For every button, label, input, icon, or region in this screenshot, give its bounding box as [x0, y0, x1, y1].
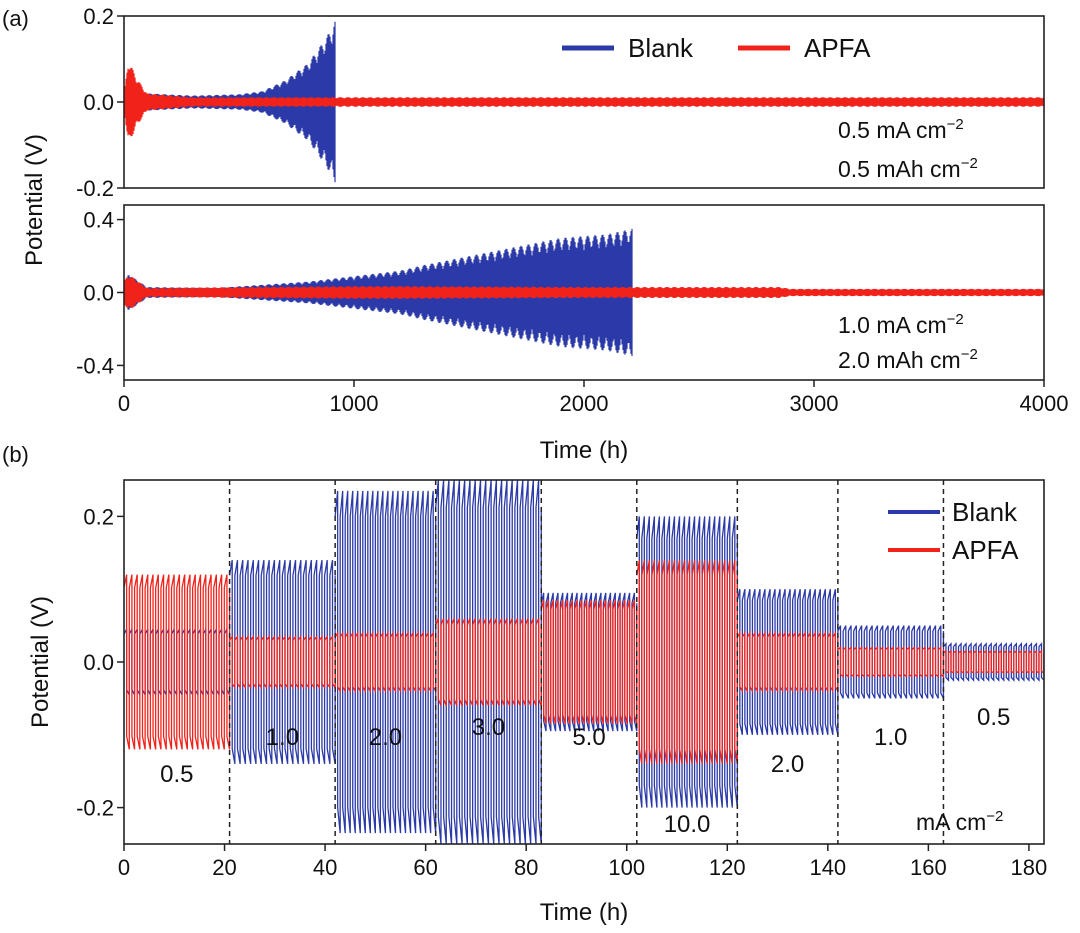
panel-a1-plot-area: [124, 21, 1044, 183]
legend-a-apfa-label: APFA: [804, 33, 871, 63]
panel-b-series-apfa: [124, 559, 1044, 765]
panel-b-xtick-label-4: 80: [514, 855, 538, 880]
panel-b-segment-label-5: 10.0: [664, 811, 711, 838]
panel-b-segment-label-2: 2.0: [369, 724, 402, 751]
panel-a2-xtick-label-2: 2000: [560, 391, 609, 416]
panel-a2-plot-area: [124, 228, 1044, 357]
panel-b-segment-labels: 0.5 1.0 2.0 3.0 5.0 10.0 2.0 1.0 0.5: [160, 704, 1010, 838]
panel-a-xlabel: Time (h): [540, 437, 628, 464]
panel-b-segment-label-0: 0.5: [160, 761, 193, 788]
panel-a1-condition-2: 0.5 mAh cm−2: [838, 155, 978, 182]
panel-b-segment-label-6: 2.0: [771, 751, 804, 778]
panel-a2-series-apfa: [124, 277, 1044, 308]
panel-a2-ytick-label-2: -0.4: [76, 353, 114, 378]
panel-a1-ticks: 0.2 0.0 -0.2: [76, 4, 124, 201]
panel-label-a: (a): [2, 6, 29, 31]
panel-a2-xtick-label-3: 3000: [790, 391, 839, 416]
panel-b-ytick-label-2: -0.2: [76, 796, 114, 821]
panel-b-xtick-label-9: 180: [1011, 855, 1048, 880]
panel-a1-legend: Blank APFA: [562, 33, 871, 63]
panel-b-xtick-label-0: 0: [118, 855, 130, 880]
panel-a2-ytick-label-1: 0.0: [83, 281, 114, 306]
panel-b-xtick-label-8: 160: [910, 855, 947, 880]
panel-a1-ytick-label-2: -0.2: [76, 176, 114, 201]
panel-a2-xtick-label-1: 1000: [330, 391, 379, 416]
panel-a-ylabel: Potential (V): [21, 134, 48, 266]
panel-a2-condition-1: 1.0 mA cm−2: [838, 311, 964, 338]
panel-a1-series-apfa: [124, 67, 1044, 137]
panel-b-legend: Blank APFA: [888, 497, 1019, 565]
panel-b-segment-label-1: 1.0: [266, 724, 299, 751]
panel-b-ytick-label-1: 0.0: [83, 650, 114, 675]
legend-b-apfa-label: APFA: [952, 535, 1019, 565]
panel-label-b: (b): [2, 442, 29, 467]
panel-b-xtick-label-3: 60: [413, 855, 437, 880]
panel-a1-condition-1: 0.5 mA cm−2: [838, 116, 964, 143]
panel-b-xtick-label-7: 140: [809, 855, 846, 880]
panel-a1-ytick-label-1: 0.0: [83, 90, 114, 115]
panel-b-xtick-label-5: 100: [608, 855, 645, 880]
panel-b-segment-label-4: 5.0: [572, 724, 605, 751]
panel-b-plot-area: [124, 480, 1044, 844]
panel-b-dividers: [228, 480, 945, 844]
panel-a2-xtick-label-0: 0: [118, 391, 130, 416]
panel-b-ticks: 0.2 0.0 -0.2 0 20 40 60 80 100 120 140 160 180: [76, 504, 1047, 880]
panel-b-segment-label-3: 3.0: [472, 714, 505, 741]
panel-a1-ytick-label-0: 0.2: [83, 4, 114, 29]
panel-b-ylabel: Potential (V): [27, 596, 54, 728]
panel-a2-ticks: 0.4 0.0 -0.40 1000 2000 3000 4000: [76, 208, 1068, 416]
panel-b-xlabel: Time (h): [540, 899, 628, 926]
panel-b-segment-label-8: 0.5: [977, 704, 1010, 731]
panel-b-xtick-label-2: 40: [313, 855, 337, 880]
legend-a-blank-label: Blank: [628, 33, 694, 63]
panel-b-xtick-label-6: 120: [709, 855, 746, 880]
panel-b-xtick-label-1: 20: [212, 855, 236, 880]
panel-b-segment-label-7: 1.0: [874, 724, 907, 751]
panel-a2-xtick-label-4: 4000: [1020, 391, 1069, 416]
panel-b-unit-label: mA cm−2: [916, 808, 1003, 835]
panel-a2-condition-2: 2.0 mAh cm−2: [838, 346, 978, 373]
panel-a2-ytick-label-0: 0.4: [83, 208, 114, 233]
legend-b-blank-label: Blank: [952, 497, 1018, 527]
panel-b-ytick-label-0: 0.2: [83, 504, 114, 529]
